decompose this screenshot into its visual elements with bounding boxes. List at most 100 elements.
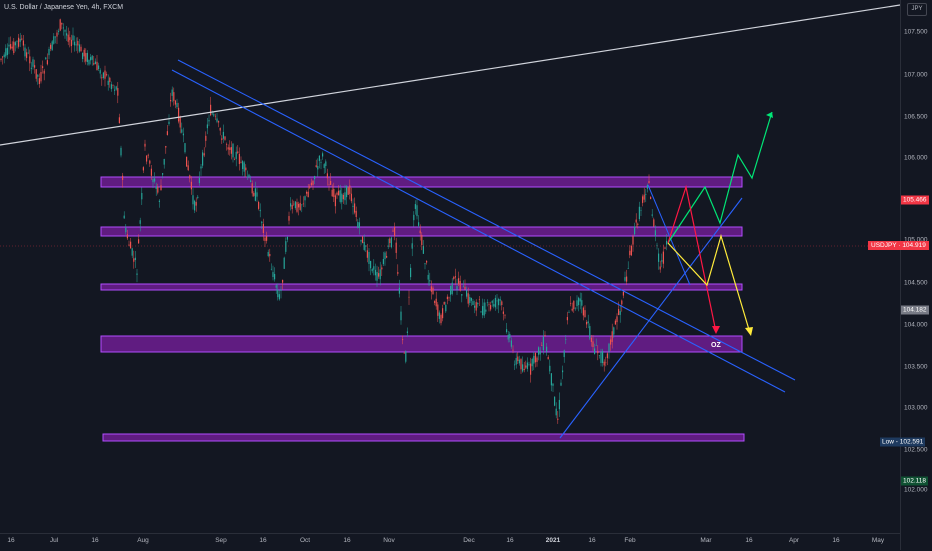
ascending-trendline[interactable] [559, 197, 743, 439]
candle-body [645, 193, 647, 195]
candle-body [542, 336, 544, 351]
candle-body [514, 364, 516, 366]
candle-body [80, 46, 82, 52]
candle-body [634, 226, 636, 235]
candle-body [168, 121, 170, 125]
candle-body [174, 100, 176, 105]
candle-body [349, 185, 351, 194]
candle-body [61, 22, 63, 25]
candle-body [392, 230, 394, 232]
zone-support-upper[interactable] [100, 283, 743, 291]
candle-body [494, 297, 496, 308]
candle-body [483, 302, 485, 316]
candle-body [584, 310, 586, 318]
candle-body [379, 269, 381, 280]
candle-body [173, 92, 175, 101]
candle-body [357, 222, 359, 228]
candle-body [435, 298, 437, 307]
candle-body [147, 154, 149, 156]
candle-body [386, 256, 388, 258]
candle-body [261, 221, 263, 224]
zone-resistance-mid[interactable] [100, 226, 743, 237]
chart-pane[interactable]: U.S. Dollar / Japanese Yen, 4h, FXCM OZ [0, 0, 901, 533]
candle-body [82, 52, 84, 60]
candle-body [110, 84, 112, 90]
candle-body [13, 41, 15, 53]
time-axis-label: 2021 [545, 537, 561, 544]
candle-body [179, 117, 181, 128]
candle-body [344, 192, 346, 201]
candle-body [376, 272, 378, 281]
candle-body [610, 339, 612, 345]
candle-body [482, 306, 484, 316]
candle-body [533, 355, 535, 364]
wedge-upper-line[interactable] [647, 184, 691, 286]
zone-support-low[interactable] [102, 433, 745, 442]
candle-body [224, 136, 226, 140]
candle-body [166, 131, 168, 135]
candle-body [637, 223, 639, 225]
candle-body [466, 290, 468, 297]
current-price-value: 104.919 [902, 242, 926, 249]
candle-body [419, 230, 421, 234]
candle-body [126, 234, 128, 239]
candle-body [326, 173, 328, 179]
time-axis-label: Sep [215, 537, 227, 544]
candle-body [512, 349, 514, 351]
candle-body [130, 241, 132, 249]
candle-body [488, 303, 490, 305]
candle-body [422, 245, 424, 254]
zone-resistance-top[interactable] [100, 176, 743, 188]
candle-body [510, 340, 512, 347]
time-axis-label: 16 [259, 537, 267, 544]
candle-body [192, 195, 194, 205]
descending-channel-upper[interactable] [177, 59, 796, 381]
zone-support-oz[interactable] [100, 335, 743, 353]
candle-body [642, 196, 644, 203]
candle-body [624, 277, 626, 281]
candle-body [189, 175, 191, 179]
long-term-trendline[interactable] [0, 4, 901, 146]
projection-path-red[interactable] [667, 184, 717, 333]
candle-body [446, 296, 448, 300]
time-axis[interactable]: 16 Jul 16 Aug Sep 16 Oct 16 Nov Dec 16 2021 16 Feb Mar… [0, 533, 900, 551]
candle-body [315, 165, 317, 167]
projection-path-green[interactable] [667, 111, 773, 244]
price-axis[interactable]: JPY 107.500107.000106.500106.000105.5001… [900, 0, 932, 550]
price-axis-label: 102.500 [904, 446, 928, 454]
projection-path-yellow[interactable] [667, 233, 751, 334]
candle-body [350, 193, 352, 202]
candle-body [570, 303, 572, 304]
candle-body [366, 250, 368, 258]
candle-body [426, 261, 428, 263]
candle-body [498, 299, 500, 306]
candle-body [99, 70, 101, 74]
candle-body [630, 245, 632, 256]
candle-body [312, 180, 314, 185]
candle-body [240, 161, 242, 163]
candle-body [107, 80, 109, 85]
candle-body [582, 307, 584, 316]
candle-body [51, 41, 53, 51]
candle-body [414, 204, 416, 209]
candle-body [88, 59, 90, 65]
price-axis-label: 105.000 [904, 236, 928, 244]
currency-badge[interactable]: JPY [907, 3, 927, 16]
time-axis-label: Apr [788, 537, 800, 544]
candle-body [200, 166, 202, 169]
candle-body [336, 192, 338, 195]
candle-body [210, 104, 212, 116]
price-chart[interactable] [0, 0, 901, 533]
candle-body [246, 176, 248, 178]
candle-body [330, 181, 332, 185]
descending-channel-lower[interactable] [171, 69, 786, 393]
candle-body [254, 188, 256, 201]
candle-body [595, 345, 597, 346]
time-axis-label: 16 [588, 537, 596, 544]
candle-body [136, 273, 138, 275]
candle-body [632, 236, 634, 245]
candle-body [469, 297, 471, 303]
candle-body [462, 286, 464, 288]
candle-body [154, 178, 156, 182]
candle-body [64, 30, 66, 32]
